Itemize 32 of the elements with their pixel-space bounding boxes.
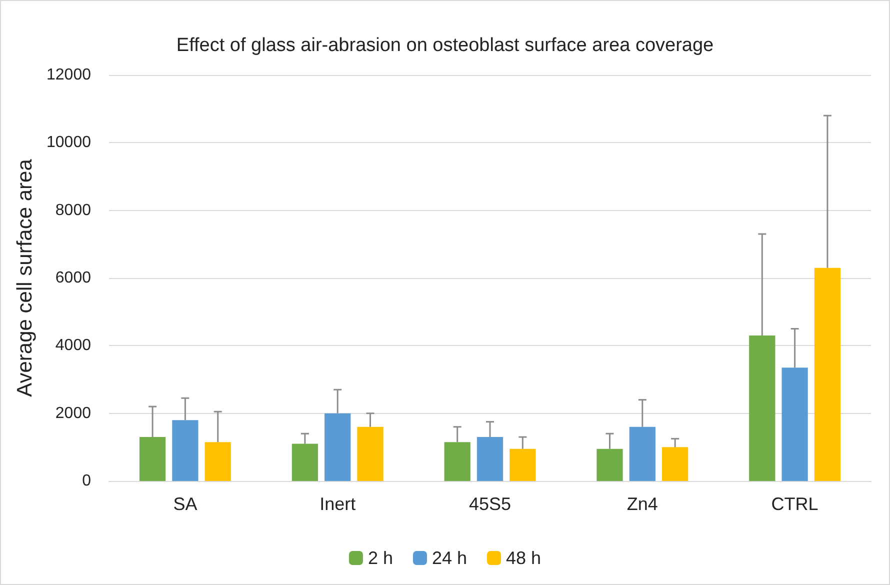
legend-label: 24 h	[432, 548, 468, 568]
bar	[139, 437, 166, 481]
y-tick-label: 8000	[55, 202, 92, 219]
chart-title: Effect of glass air-abrasion on osteoblast surface area coverage	[176, 35, 714, 56]
bar	[324, 413, 351, 481]
y-tick-label: 2000	[55, 404, 92, 422]
bar	[172, 420, 198, 481]
y-tick-label: 0	[82, 472, 92, 490]
bar	[292, 444, 318, 481]
bar	[782, 368, 808, 481]
legend-label: 48 h	[506, 548, 542, 568]
bar	[662, 447, 688, 481]
bar	[510, 448, 536, 481]
x-tick-label: 45S5	[468, 494, 512, 514]
bar	[204, 442, 231, 481]
bar	[444, 442, 470, 481]
y-axis-title: Average cell surface area	[14, 158, 37, 397]
x-tick-label: SA	[173, 494, 198, 514]
bar	[749, 336, 776, 481]
y-tick-label: 12000	[46, 66, 92, 84]
y-tick-label: 4000	[55, 337, 92, 354]
bar	[814, 268, 841, 481]
bar	[476, 437, 504, 481]
bar	[596, 448, 623, 481]
x-tick-label: Zn4	[626, 494, 658, 514]
bar	[629, 426, 656, 481]
bar	[357, 426, 384, 481]
x-tick-label: CTRL	[771, 494, 818, 514]
y-tick-label: 10000	[46, 134, 92, 152]
x-tick-label: Inert	[320, 494, 356, 514]
legend-label: 2 h	[368, 548, 393, 568]
y-tick-label: 6000	[55, 270, 92, 286]
